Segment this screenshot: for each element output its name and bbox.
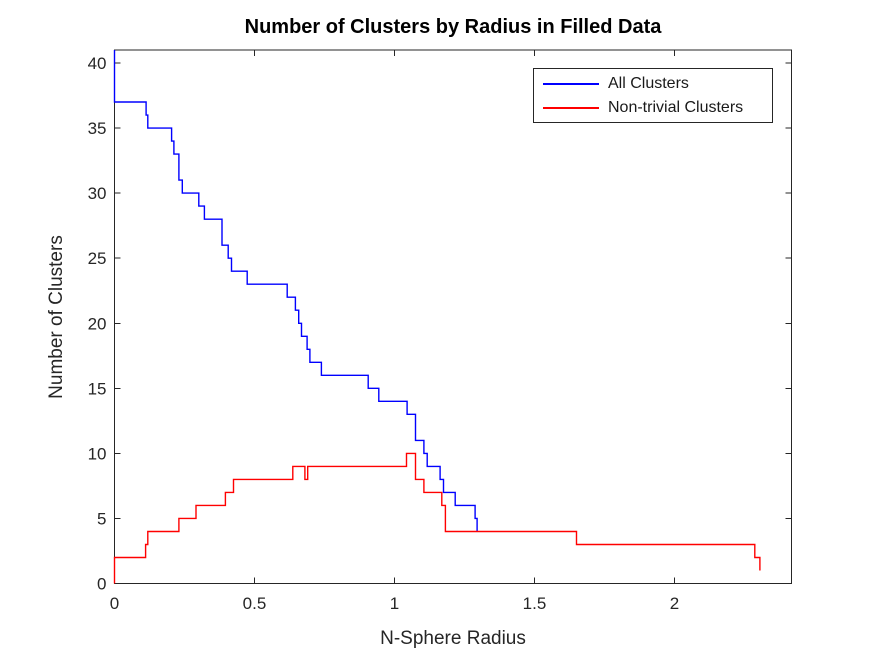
y-tick-label: 15 (88, 379, 107, 398)
series-line-all-clusters (113, 50, 478, 532)
x-tick-label: 1.5 (523, 594, 547, 613)
y-tick-label: 10 (88, 444, 107, 463)
y-tick-label: 35 (88, 119, 107, 138)
y-tick-label: 5 (97, 509, 106, 528)
legend-item-non-trivial-clusters: Non-trivial Clusters (534, 96, 772, 119)
series-line-non-trivial-clusters (113, 452, 761, 584)
x-tick-label: 2 (670, 594, 679, 613)
y-tick-label: 40 (88, 54, 107, 73)
x-tick-label: 1 (390, 594, 399, 613)
legend-line-swatch-blue (543, 82, 599, 85)
y-axis-label: Number of Clusters (46, 235, 67, 399)
axes-box (114, 49, 792, 584)
y-tick-label: 25 (88, 249, 107, 268)
y-tick-label: 20 (88, 314, 107, 333)
legend: All Clusters Non-trivial Clusters (533, 68, 773, 123)
x-tick-label: 0 (110, 594, 119, 613)
legend-label-non-trivial-clusters: Non-trivial Clusters (608, 98, 744, 116)
y-tick-label: 30 (88, 184, 107, 203)
chart-title: Number of Clusters by Radius in Filled D… (244, 16, 662, 38)
legend-item-all-clusters: All Clusters (534, 72, 772, 95)
x-tick-label: 0.5 (243, 594, 267, 613)
legend-label-all-clusters: All Clusters (608, 74, 689, 92)
legend-line-swatch-red (543, 106, 599, 109)
y-tick-label: 0 (97, 575, 106, 594)
x-axis-label: N-Sphere Radius (380, 628, 526, 649)
